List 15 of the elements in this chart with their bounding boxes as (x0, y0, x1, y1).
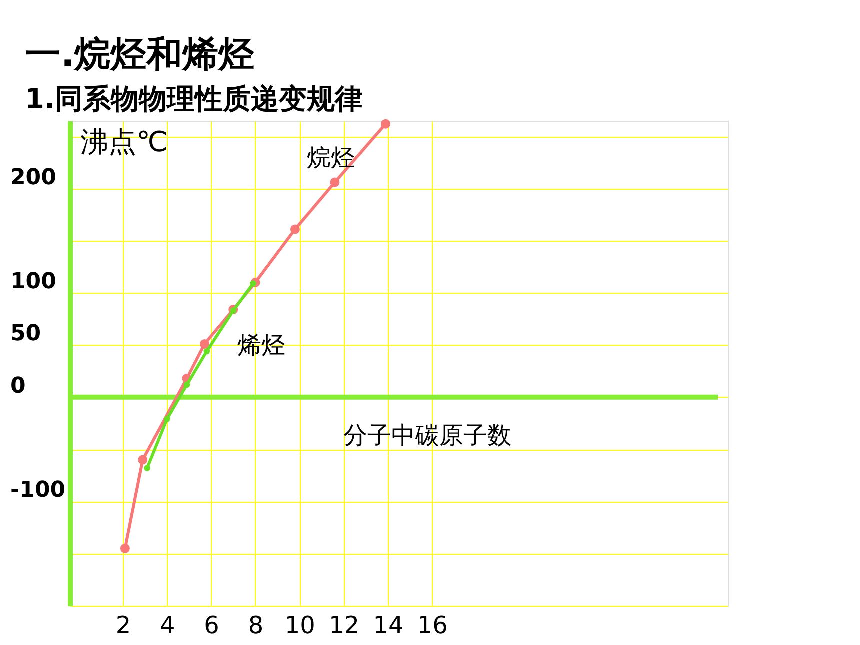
x-tick-label: 10 (284, 612, 316, 640)
x-tick-label: 4 (160, 612, 176, 640)
chart-title: 一.烷烃和烯烃 (25, 34, 255, 76)
chart-subtitle: 1.同系物物理性质递变规律 (25, 82, 364, 116)
x-tick-label: 2 (116, 612, 132, 640)
x-tick-label: 6 (204, 612, 220, 640)
y-tick-label: 200 (10, 165, 56, 190)
y-tick-label: 0 (10, 374, 26, 399)
y-tick-label: 100 (10, 270, 56, 295)
x-tick-label: 8 (248, 612, 264, 640)
x-tick-label: 16 (417, 612, 448, 640)
y-tick-label: -100 (10, 478, 66, 504)
y-tick-label: 50 (10, 322, 42, 347)
x-tick-label: 14 (373, 612, 404, 640)
x-tick-label: 12 (329, 612, 360, 640)
